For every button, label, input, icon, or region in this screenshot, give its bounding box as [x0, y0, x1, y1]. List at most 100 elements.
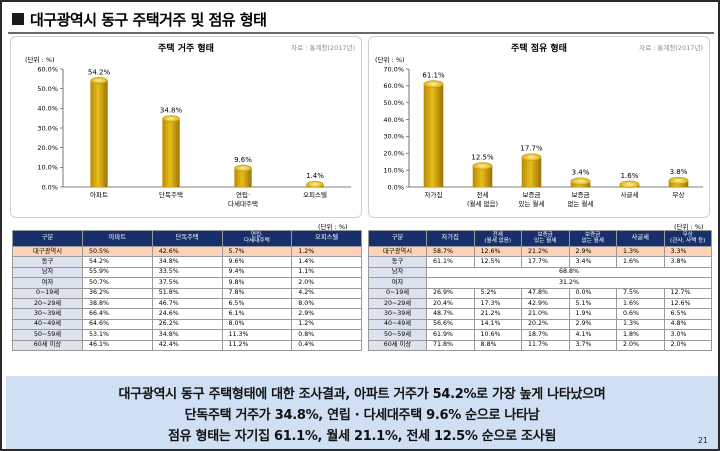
- row-label: 대구광역시: [12, 245, 83, 258]
- bar: [162, 118, 180, 187]
- column-header: 연립· 다세대주택: [221, 230, 293, 247]
- table-cell: 6.1%: [221, 308, 293, 320]
- table-cell: 42.6%: [151, 245, 223, 258]
- chart-source: 자료 : 통계청(2017년): [291, 44, 355, 52]
- column-header: 사글세: [616, 230, 665, 247]
- table-cell: 24.6%: [151, 308, 223, 320]
- page-title: 대구광역시 동구 주택거주 및 점유 형태: [30, 11, 267, 29]
- row-label: 20~29세: [368, 297, 427, 310]
- column-header: 단독주택: [151, 230, 223, 247]
- data-label: 3.8%: [670, 168, 688, 176]
- column-header: 전세 (월세 없음): [473, 230, 522, 247]
- data-label: 12.5%: [471, 153, 494, 161]
- table-row: 대구광역시 50.5% 42.6% 5.7% 1.2%: [12, 245, 362, 258]
- x-tick-label: 보증금: [572, 191, 590, 199]
- table-cell: 1.1%: [291, 266, 362, 279]
- table-cell: 12.6%: [473, 245, 522, 258]
- table-cell: 5.1%: [568, 297, 617, 310]
- table-cell: 7.8%: [221, 287, 293, 299]
- y-tick-label: 50.0%: [37, 85, 58, 93]
- y-tick-label: 60.0%: [37, 65, 58, 73]
- row-label: 30~39세: [368, 308, 427, 320]
- table-cell: 8.0%: [221, 318, 293, 331]
- table-row: 동구 61.1% 12.5% 17.7% 3.4% 1.6% 3.8%: [368, 256, 712, 268]
- table-row: 30~39세 66.4% 24.6% 6.1% 2.9%: [12, 308, 362, 320]
- table-cell: 12.5%: [473, 256, 522, 268]
- bar: [521, 157, 542, 187]
- data-label: 1.4%: [306, 172, 324, 180]
- chart-source: 자료 : 통계청(2017년): [639, 44, 703, 52]
- table-cell: 50.5%: [82, 245, 153, 258]
- summary-line: 대구광역시 동구 주택형태에 대한 조사결과, 아파트 거주가 54.2%로 가…: [118, 387, 606, 402]
- summary-line: 단독주택 거주가 34.8%, 연립 · 다세대주택 9.6% 순으로 나타남: [184, 408, 540, 423]
- table-cell: 42.4%: [151, 339, 223, 351]
- bar-cap: [472, 162, 493, 170]
- table-row: 남자 68.8%: [368, 266, 712, 279]
- y-tick-label: 10.0%: [383, 166, 404, 174]
- column-header: 보증금 있는 월세: [521, 230, 570, 247]
- table-row: 40~49세 64.6% 26.2% 8.0% 1.2%: [12, 318, 362, 331]
- table-row: 30~39세 48.7% 21.2% 21.0% 1.9% 0.6% 6.5%: [368, 308, 712, 320]
- chart-panel-tenure-type: (단위 : %) 0.0% 10.0% 20.0% 30.0% 40.0% 50.0% 60.…: [368, 36, 710, 218]
- table-cell: 26.9%: [426, 287, 475, 299]
- table-cell: 48.7%: [426, 308, 475, 320]
- table-row: 남자 55.9% 33.5% 9.4% 1.1%: [12, 266, 362, 279]
- x-tick-label: 없는 월세: [568, 199, 594, 208]
- bar: [423, 84, 444, 187]
- data-label: 61.1%: [422, 71, 445, 79]
- table-cell: 0.4%: [291, 339, 362, 351]
- y-axis-unit-label: (단위 : %): [25, 55, 55, 64]
- bar-cap: [90, 77, 108, 84]
- table-row: 60세 이상 71.8% 8.8% 11.7% 3.7% 2.0% 2.0%: [368, 339, 712, 351]
- chart-title: 주택 점유 형태: [511, 44, 567, 54]
- table-cell: 6.5%: [221, 297, 293, 310]
- bar-cap: [162, 115, 180, 122]
- y-tick-label: 40.0%: [383, 116, 404, 124]
- table-cell: 56.6%: [426, 318, 475, 331]
- table-cell: 21.0%: [521, 308, 570, 320]
- column-header: 자가집: [426, 230, 475, 247]
- column-header: 구분: [368, 230, 427, 247]
- data-label: 3.4%: [572, 169, 590, 177]
- table-cell: 26.2%: [151, 318, 223, 331]
- table-right-unit: (단위 : %): [674, 223, 704, 231]
- table-cell: 0.0%: [568, 287, 617, 299]
- x-tick-label: 아파트: [90, 190, 108, 199]
- bar-cap: [570, 177, 591, 185]
- bar-cap: [619, 180, 640, 189]
- table-cell: 46.1%: [82, 339, 153, 351]
- row-label: 40~49세: [12, 318, 83, 331]
- column-header: 오피스텔: [291, 230, 362, 247]
- table-cell: 5.2%: [473, 287, 522, 299]
- table-cell: 4.2%: [291, 287, 362, 299]
- table-row: 여자 50.7% 37.5% 9.8% 2.0%: [12, 277, 362, 289]
- table-cell: 1.3%: [616, 245, 665, 258]
- summary-box: 대구광역시 동구 주택형태에 대한 조사결과, 아파트 거주가 54.2%로 가…: [6, 376, 718, 449]
- x-tick-label: 다세대주택: [228, 199, 258, 208]
- y-tick-label: 20.0%: [383, 150, 404, 158]
- table-cell: 2.0%: [663, 339, 712, 351]
- table-cell: 20.4%: [426, 297, 475, 310]
- table-cell: 2.9%: [568, 318, 617, 331]
- table-cell: 14.1%: [473, 318, 522, 331]
- table-cell: 8.0%: [291, 297, 362, 310]
- table-cell: 33.5%: [151, 266, 223, 279]
- table-cell: 12.7%: [663, 287, 712, 299]
- x-tick-label: 연립·: [236, 191, 250, 199]
- table-cell: 64.6%: [82, 318, 153, 331]
- table-row: 20~29세 20.4% 17.3% 42.9% 5.1% 1.6% 12.6%: [368, 297, 712, 310]
- table-cell: 3.8%: [663, 256, 712, 268]
- bar: [234, 168, 252, 187]
- data-label: 1.6%: [621, 172, 639, 180]
- row-label: 20~29세: [12, 297, 83, 310]
- data-label: 17.7%: [520, 145, 543, 153]
- table-cell: 2.0%: [616, 339, 665, 351]
- row-label: 0~19세: [12, 287, 83, 299]
- row-label: 40~49세: [368, 318, 427, 331]
- summary-line: 점유 형태는 자기집 61.1%, 월세 21.1%, 전세 12.5% 순으로…: [168, 429, 556, 444]
- column-header: 보증금 없는 월세: [568, 230, 617, 247]
- table-cell: 51.8%: [151, 287, 223, 299]
- table-cell: 61.9%: [426, 329, 475, 341]
- table-row: 대구광역시 58.7% 12.6% 21.2% 2.9% 1.3% 3.3%: [368, 245, 712, 258]
- table-cell: 1.2%: [291, 318, 362, 331]
